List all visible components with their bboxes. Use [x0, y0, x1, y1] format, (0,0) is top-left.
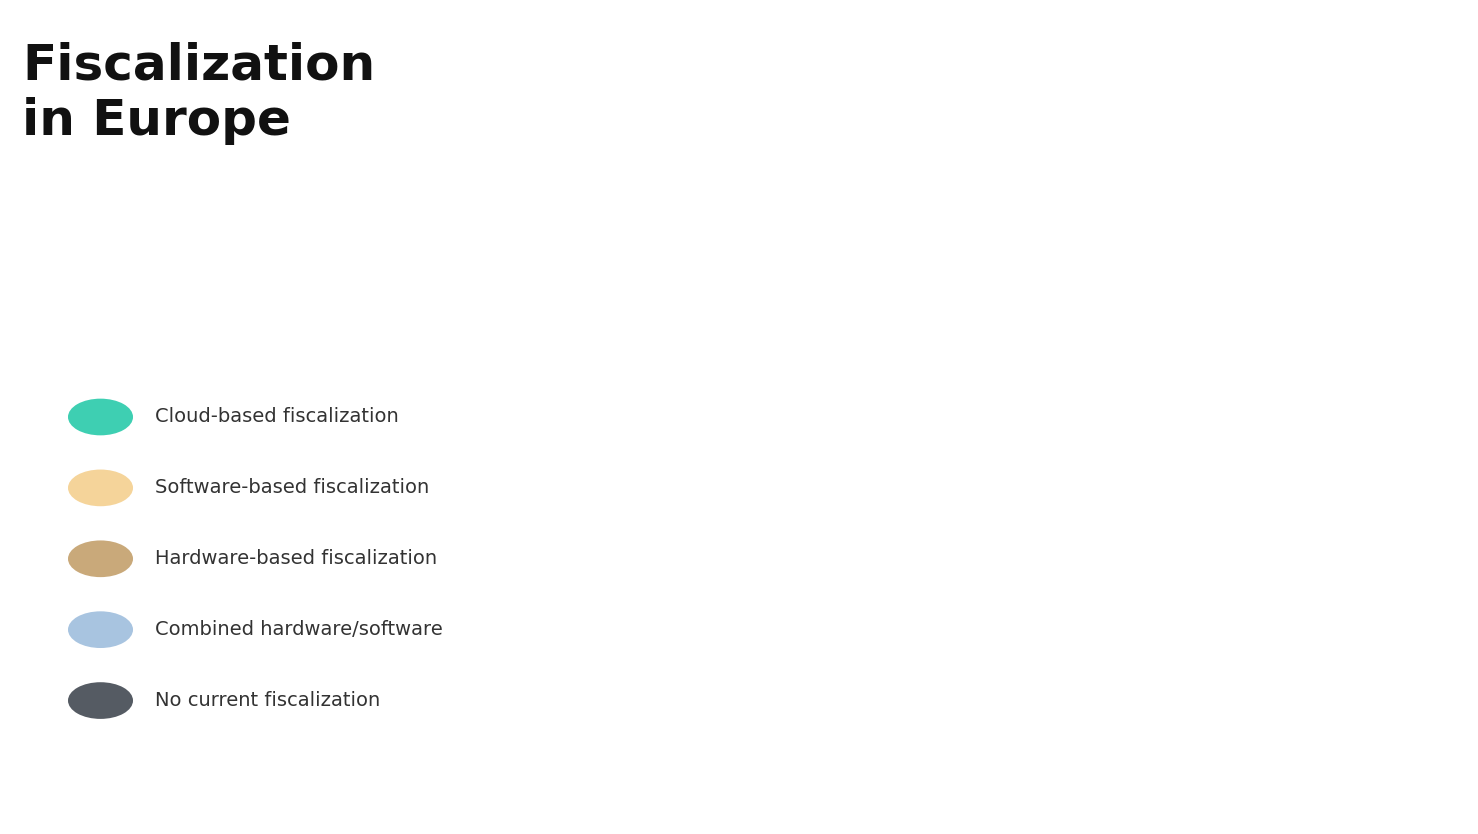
Circle shape — [68, 470, 133, 506]
Circle shape — [68, 611, 133, 648]
Text: Combined hardware/software: Combined hardware/software — [155, 620, 443, 639]
Text: Hardware-based fiscalization: Hardware-based fiscalization — [155, 550, 437, 568]
Text: Fiscalization
in Europe: Fiscalization in Europe — [22, 42, 375, 145]
Circle shape — [68, 540, 133, 577]
Text: Cloud-based fiscalization: Cloud-based fiscalization — [155, 408, 399, 426]
Circle shape — [68, 399, 133, 435]
Circle shape — [68, 682, 133, 719]
Text: No current fiscalization: No current fiscalization — [155, 691, 380, 710]
Text: Software-based fiscalization: Software-based fiscalization — [155, 479, 430, 497]
